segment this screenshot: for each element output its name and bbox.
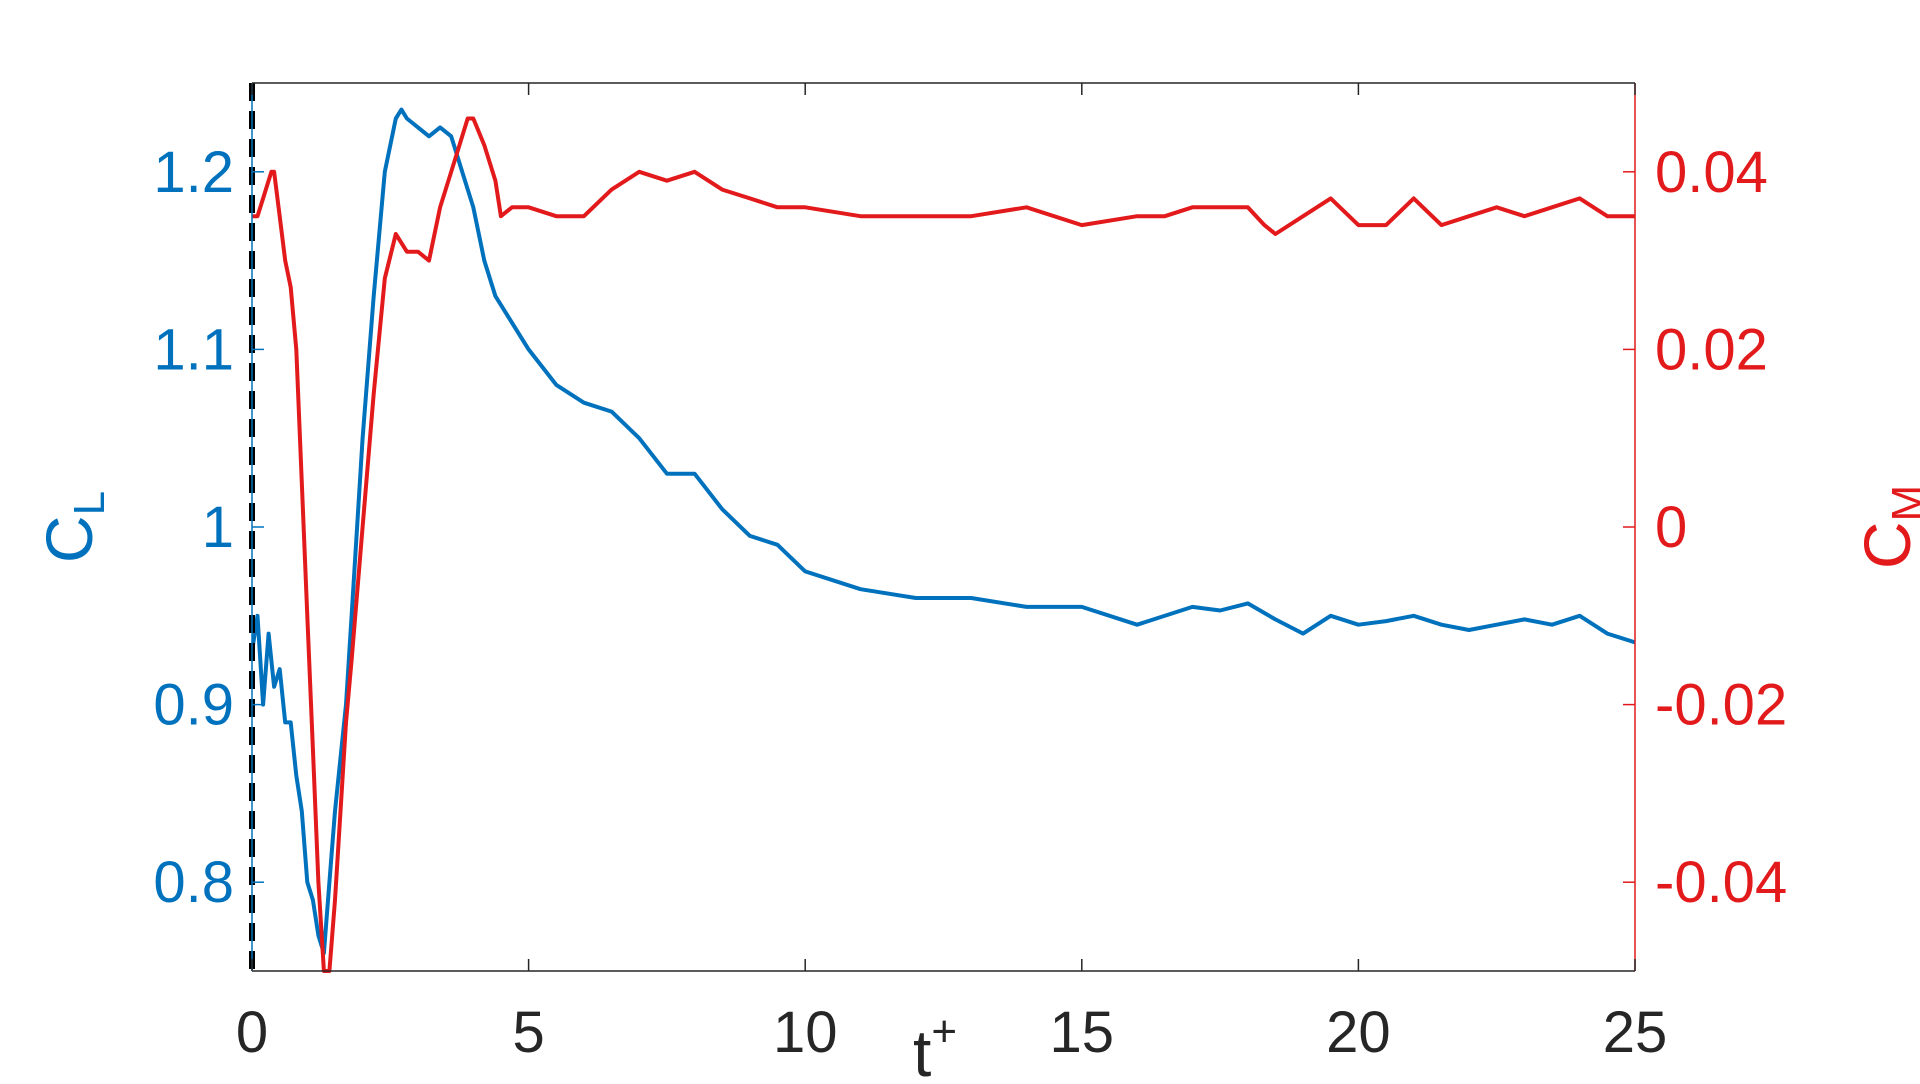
cm-series: [252, 116, 1635, 973]
x-axis-label: t+: [913, 1007, 957, 1084]
y-left-tick-label: 1.1: [153, 317, 234, 382]
cl-series: [250, 107, 1636, 956]
x-tick-label: 10: [773, 1000, 838, 1065]
x-tick-label: 15: [1050, 1000, 1115, 1065]
y-right-ticks: -0.04 -0.02 0 0.02 0.04: [1623, 140, 1787, 915]
y-left-tick-label: 0.8: [153, 850, 234, 915]
y-left-tick-label: 1.2: [153, 140, 234, 205]
y-left-tick-label: 1: [202, 495, 234, 560]
y-left-ticks: 0.8 0.9 1 1.1 1.2: [153, 140, 264, 915]
y-right-tick-label: -0.02: [1655, 673, 1787, 738]
cm-line: [252, 116, 1635, 973]
plot-area: [252, 83, 1635, 971]
cl-line: [250, 107, 1636, 956]
y-right-tick-label: 0.04: [1655, 140, 1768, 205]
x-tick-label: 0: [236, 1000, 268, 1065]
y-right-axis-label: CM: [1850, 485, 1920, 569]
y-right-tick-label: 0: [1655, 495, 1687, 560]
y-right-tick-label: 0.02: [1655, 317, 1768, 382]
y-left-tick-label: 0.9: [153, 673, 234, 738]
x-tick-label: 20: [1326, 1000, 1391, 1065]
y-right-tick-label: -0.04: [1655, 850, 1787, 915]
x-ticks: 0 5 10 15 20 25: [236, 83, 1667, 1065]
y-left-axis-label: CL: [32, 491, 114, 563]
x-tick-label: 5: [512, 1000, 544, 1065]
x-tick-label: 25: [1603, 1000, 1668, 1065]
